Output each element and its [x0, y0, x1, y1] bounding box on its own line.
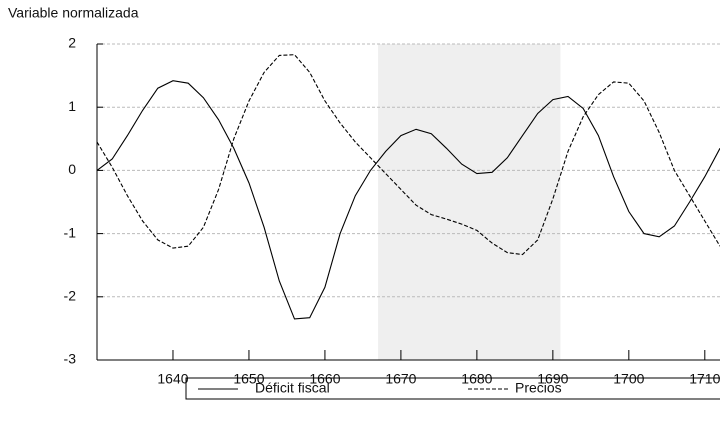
x-tick-label: 1640 — [157, 371, 188, 387]
y-tick-label: 2 — [68, 35, 76, 51]
x-tick-label: 1680 — [461, 371, 492, 387]
shaded-region — [378, 44, 561, 360]
y-tick-label: 1 — [68, 98, 76, 114]
y-tick-label: 0 — [68, 161, 76, 177]
x-tick-label: 1660 — [309, 371, 340, 387]
legend — [185, 377, 720, 400]
x-tick-label: 1690 — [537, 371, 568, 387]
x-tick-label: 1710 — [689, 371, 720, 387]
legend-label: Precios — [515, 380, 562, 396]
y-tick-label: -3 — [64, 351, 77, 367]
line-series — [96, 54, 720, 256]
line-series — [96, 80, 720, 320]
y-tick-label: -1 — [64, 224, 77, 240]
x-tick-label: 1670 — [385, 371, 416, 387]
y-axis-label: Variable normalizada — [8, 5, 139, 21]
legend-label: Déficit fiscal — [255, 380, 330, 396]
x-tick-label: 1700 — [613, 371, 644, 387]
y-tick-label: -2 — [64, 288, 77, 304]
x-tick-label: 1650 — [233, 371, 264, 387]
